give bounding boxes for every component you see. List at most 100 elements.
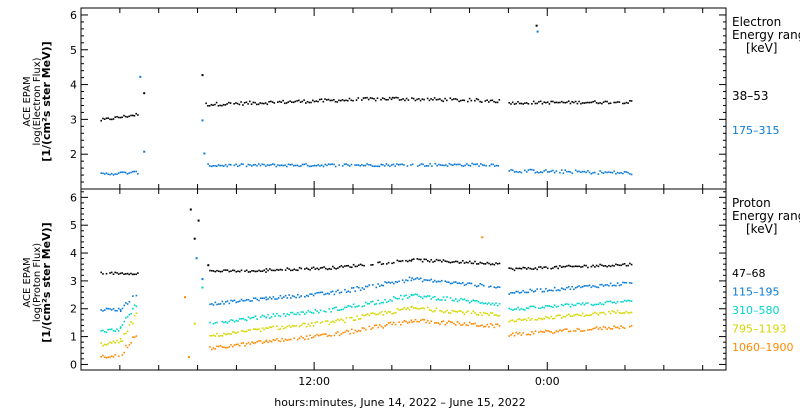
data-point — [245, 299, 248, 301]
data-point — [109, 118, 111, 121]
data-point — [534, 318, 537, 321]
data-point — [300, 165, 302, 167]
data-point — [474, 312, 476, 314]
data-point — [460, 282, 462, 285]
data-point — [357, 97, 360, 99]
data-point — [453, 299, 455, 302]
data-point — [419, 99, 422, 102]
data-point — [492, 163, 494, 166]
data-point — [311, 337, 313, 339]
data-point — [109, 328, 111, 331]
data-point — [340, 99, 342, 102]
data-point — [238, 103, 241, 106]
data-point — [434, 295, 436, 298]
data-point — [539, 100, 542, 103]
data-point — [116, 173, 118, 175]
data-point — [223, 165, 225, 167]
data-point — [335, 268, 337, 270]
data-point — [552, 306, 554, 308]
data-point — [267, 269, 269, 272]
data-point — [491, 324, 494, 326]
data-point — [342, 319, 344, 322]
data-point — [264, 102, 267, 104]
data-point — [109, 356, 111, 359]
data-point — [354, 164, 356, 166]
data-point — [288, 324, 290, 327]
data-point — [508, 102, 510, 104]
data-point — [477, 98, 480, 101]
data-point — [574, 330, 577, 332]
legend-entry: 175–315 — [732, 124, 780, 137]
data-point — [423, 279, 426, 281]
data-point — [458, 282, 461, 284]
data-point — [416, 293, 419, 296]
data-point — [102, 273, 104, 275]
data-point — [380, 301, 383, 304]
data-point — [553, 317, 556, 320]
data-point — [307, 309, 310, 312]
data-point — [427, 165, 430, 167]
data-point — [576, 170, 579, 173]
data-point — [473, 163, 475, 166]
data-point — [613, 325, 615, 327]
data-point — [258, 269, 260, 272]
data-point — [197, 219, 200, 222]
data-point — [265, 316, 268, 319]
data-point — [284, 326, 287, 329]
data-point — [318, 291, 320, 294]
data-point — [391, 300, 393, 302]
data-point — [293, 295, 296, 298]
data-point — [386, 301, 388, 303]
data-point — [252, 316, 255, 319]
data-point — [300, 324, 303, 327]
data-point — [538, 266, 540, 268]
data-point — [393, 261, 395, 264]
data-point — [230, 319, 232, 321]
data-point — [469, 321, 471, 324]
data-point — [228, 302, 231, 305]
data-point — [110, 328, 113, 330]
data-point — [358, 305, 360, 307]
data-point — [543, 306, 545, 309]
data-point — [119, 116, 122, 119]
data-point — [510, 103, 512, 105]
data-point — [559, 314, 561, 316]
data-point — [218, 345, 220, 348]
data-point — [495, 302, 497, 304]
data-point — [458, 262, 461, 264]
data-point — [277, 314, 280, 317]
data-point — [508, 293, 510, 295]
data-point — [291, 163, 293, 166]
data-point — [130, 312, 132, 315]
data-point — [597, 328, 600, 330]
data-point — [510, 308, 512, 311]
data-point — [594, 303, 596, 306]
data-point — [226, 333, 229, 335]
data-point — [581, 302, 584, 304]
data-point — [268, 164, 271, 167]
data-point — [446, 309, 448, 312]
data-point — [240, 163, 243, 165]
data-point — [318, 268, 320, 271]
data-point — [261, 327, 264, 329]
data-point — [218, 270, 220, 272]
data-point — [511, 309, 514, 311]
data-point — [543, 317, 545, 320]
data-point — [394, 165, 396, 167]
data-point — [515, 320, 517, 322]
data-point — [340, 333, 343, 335]
data-point — [398, 260, 400, 262]
data-point — [491, 263, 494, 265]
data-point — [602, 265, 605, 267]
data-point — [243, 102, 246, 104]
data-point — [366, 313, 369, 315]
data-point — [508, 267, 510, 269]
data-point — [249, 329, 251, 331]
data-point — [367, 98, 370, 101]
data-point — [407, 260, 409, 263]
data-point — [394, 281, 397, 283]
data-point — [225, 301, 227, 303]
data-point — [308, 165, 311, 168]
data-point — [408, 308, 411, 311]
data-point — [276, 325, 278, 327]
